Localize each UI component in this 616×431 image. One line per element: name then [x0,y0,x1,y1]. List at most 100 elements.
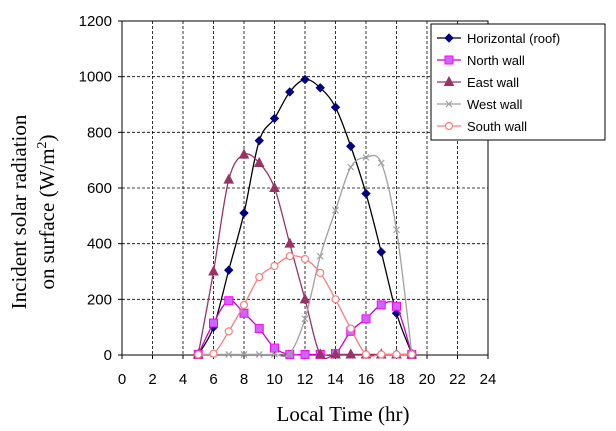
data-point-west-wall [347,163,355,171]
data-point-north-wall [209,318,218,328]
marker-stroke [347,163,355,171]
x-tick-label: 2 [148,371,156,388]
x-tick-label: 18 [388,371,405,388]
data-point-north-wall [300,349,310,359]
x-axis-title: Local Time (hr) [277,402,410,426]
legend-marker-north-wall [444,55,454,65]
marker-stroke [255,351,263,358]
marker-stroke [286,350,294,358]
x-tick-label: 4 [179,371,187,388]
legend-marker-horizontal-roof [444,33,454,43]
legend-label-horizontal-roof: Horizontal (roof) [467,31,560,46]
data-point-east-wall [314,348,326,359]
data-point-horizontal-roof [285,87,295,97]
x-tick-label: 8 [240,371,248,388]
data-point-north-wall [361,314,371,324]
y-tick-label: 0 [104,347,112,364]
marker-stroke [362,153,370,161]
legend-marker-west-wall [445,100,453,108]
data-point-west-wall [225,351,233,358]
x-tick-label: 22 [449,371,466,388]
data-point-west-wall [332,206,339,214]
data-point-horizontal-roof [315,83,325,93]
data-point-west-wall [393,226,400,234]
data-point-west-wall [362,153,370,161]
data-point-south-wall [285,252,294,261]
y-axis-title-prefix: on surface (W/m [35,148,59,289]
legend-label-east-wall: East wall [467,75,519,90]
grid-lines [122,21,488,355]
data-point-horizontal-roof [376,247,386,257]
data-point-horizontal-roof [346,141,356,151]
y-tick-label: 1200 [79,13,112,30]
x-tick-label: 20 [419,371,436,388]
legend-marker-east-wall [443,75,455,86]
x-tick-label: 14 [327,371,344,388]
data-point-horizontal-roof [361,188,371,199]
y-tick-label: 1000 [79,69,112,86]
data-point-south-wall [255,272,264,282]
data-point-north-wall [376,300,386,310]
marker-stroke [393,226,400,234]
legend-label-west-wall: West wall [467,97,522,112]
data-point-horizontal-roof [239,208,249,218]
legend: Horizontal (roof) North wall East wall West… [430,23,606,141]
data-point-west-wall [286,350,294,358]
marker-stroke [316,252,324,260]
data-point-horizontal-roof [300,74,310,85]
series-north-wall [193,296,417,359]
data-point-south-wall [361,350,371,359]
data-point-west-wall [377,159,385,167]
data-point-horizontal-roof [224,265,234,275]
data-point-north-wall [270,343,279,353]
x-tick-label: 10 [266,371,283,388]
data-point-south-wall [377,350,386,359]
x-tick-label: 0 [118,371,126,388]
x-tick-label: 24 [480,371,497,388]
marker-stroke [377,159,385,167]
series-layer [192,74,418,360]
marker-stroke [445,100,453,108]
marker-stroke [225,351,233,358]
data-point-north-wall [392,301,401,311]
y-axis-title-line2: on surface (W/m2) [35,134,59,289]
data-point-south-wall [239,300,249,309]
data-point-west-wall [316,252,324,260]
data-point-south-wall [316,268,325,277]
y-tick-label: 800 [87,124,112,141]
data-point-south-wall [392,350,401,359]
data-point-west-wall [255,351,263,358]
data-point-east-wall [330,348,341,359]
marker-stroke [301,315,309,323]
data-point-horizontal-roof [269,113,280,124]
data-point-east-wall [253,156,265,167]
y-tick-label: 400 [87,236,112,253]
data-point-east-wall [299,293,311,304]
data-point-south-wall [300,254,310,264]
legend-marker-south-wall [444,121,454,131]
data-point-south-wall [194,350,203,359]
y-axis-title-superscript: 2 [35,141,50,148]
data-point-south-wall [331,295,340,304]
marker-stroke [332,206,339,214]
data-point-east-wall [284,237,296,248]
marker-stroke [271,351,278,358]
data-point-north-wall [224,296,234,306]
data-point-horizontal-roof [330,102,341,112]
data-point-west-wall [240,351,248,358]
series-south-wall [194,252,416,359]
series-east-wall [192,148,418,360]
data-point-east-wall [269,181,280,192]
data-point-east-wall [208,265,219,276]
axis-ticks: 0 2 4 6 8 10 12 14 16 18 20 22 240200400600800100012… [79,13,497,388]
data-point-south-wall [407,350,416,359]
data-point-north-wall [254,324,264,334]
data-point-south-wall [209,349,218,358]
data-point-east-wall [345,348,357,359]
data-point-west-wall [301,315,309,323]
data-point-south-wall [224,327,233,336]
x-tick-label: 6 [209,371,217,388]
data-point-west-wall [271,351,278,358]
legend-label-north-wall: North wall [467,53,525,68]
